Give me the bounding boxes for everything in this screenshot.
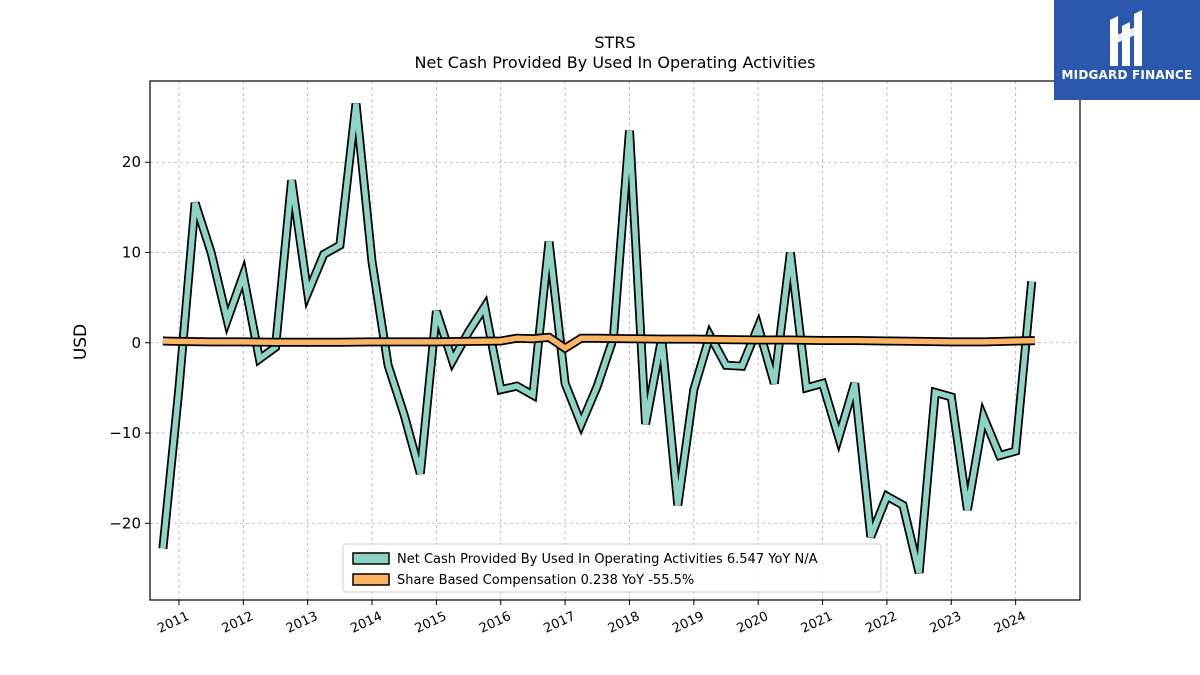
x-tick-label: 2019 xyxy=(670,609,706,637)
y-axis-ticks: −20 −10 0 10 20 xyxy=(109,153,150,532)
x-tick-label: 2015 xyxy=(413,609,449,637)
y-tick-label: 10 xyxy=(122,243,141,261)
midgard-m-icon xyxy=(1110,10,1142,66)
chart-subtitle: Net Cash Provided By Used In Operating A… xyxy=(415,53,816,72)
series-net-cash-line xyxy=(160,103,1035,574)
legend-box xyxy=(342,543,882,593)
x-tick-label: 2011 xyxy=(155,609,191,637)
plot-frame xyxy=(149,80,1081,601)
legend: Net Cash Provided By Used In Operating A… xyxy=(342,543,882,593)
y-tick-label: −20 xyxy=(109,514,141,532)
y-tick-label: 20 xyxy=(122,153,141,171)
series-layer xyxy=(158,103,1037,574)
brand-logo: MIDGARD FINANCE xyxy=(1054,0,1200,100)
x-tick-label: 2013 xyxy=(284,609,320,637)
x-tick-label: 2022 xyxy=(863,609,899,637)
x-tick-label: 2020 xyxy=(735,609,771,637)
series-share-based-compensation-line xyxy=(162,334,1035,352)
brand-name: MIDGARD FINANCE xyxy=(1061,68,1193,82)
legend-label-net-cash: Net Cash Provided By Used In Operating A… xyxy=(397,552,818,567)
legend-label-sbc: Share Based Compensation 0.238 YoY -55.5… xyxy=(397,573,694,588)
y-tick-label: 0 xyxy=(131,334,141,352)
x-axis-ticks: 2011 2012 2013 2014 2015 2016 2017 2018 2019 2020… xyxy=(155,600,1028,637)
x-tick-label: 2024 xyxy=(992,609,1028,637)
y-tick-label: −10 xyxy=(109,424,141,442)
x-tick-label: 2021 xyxy=(799,609,835,637)
x-tick-label: 2018 xyxy=(606,609,642,637)
legend-swatch-net-cash xyxy=(352,552,390,565)
x-tick-label: 2014 xyxy=(348,609,384,637)
y-axis-label: USD xyxy=(71,324,91,360)
chart-title: STRS xyxy=(594,33,635,52)
legend-swatch-sbc xyxy=(352,573,390,586)
x-tick-label: 2012 xyxy=(220,609,256,637)
x-tick-label: 2023 xyxy=(928,609,964,637)
x-tick-label: 2017 xyxy=(541,609,577,637)
x-tick-label: 2016 xyxy=(477,609,513,637)
